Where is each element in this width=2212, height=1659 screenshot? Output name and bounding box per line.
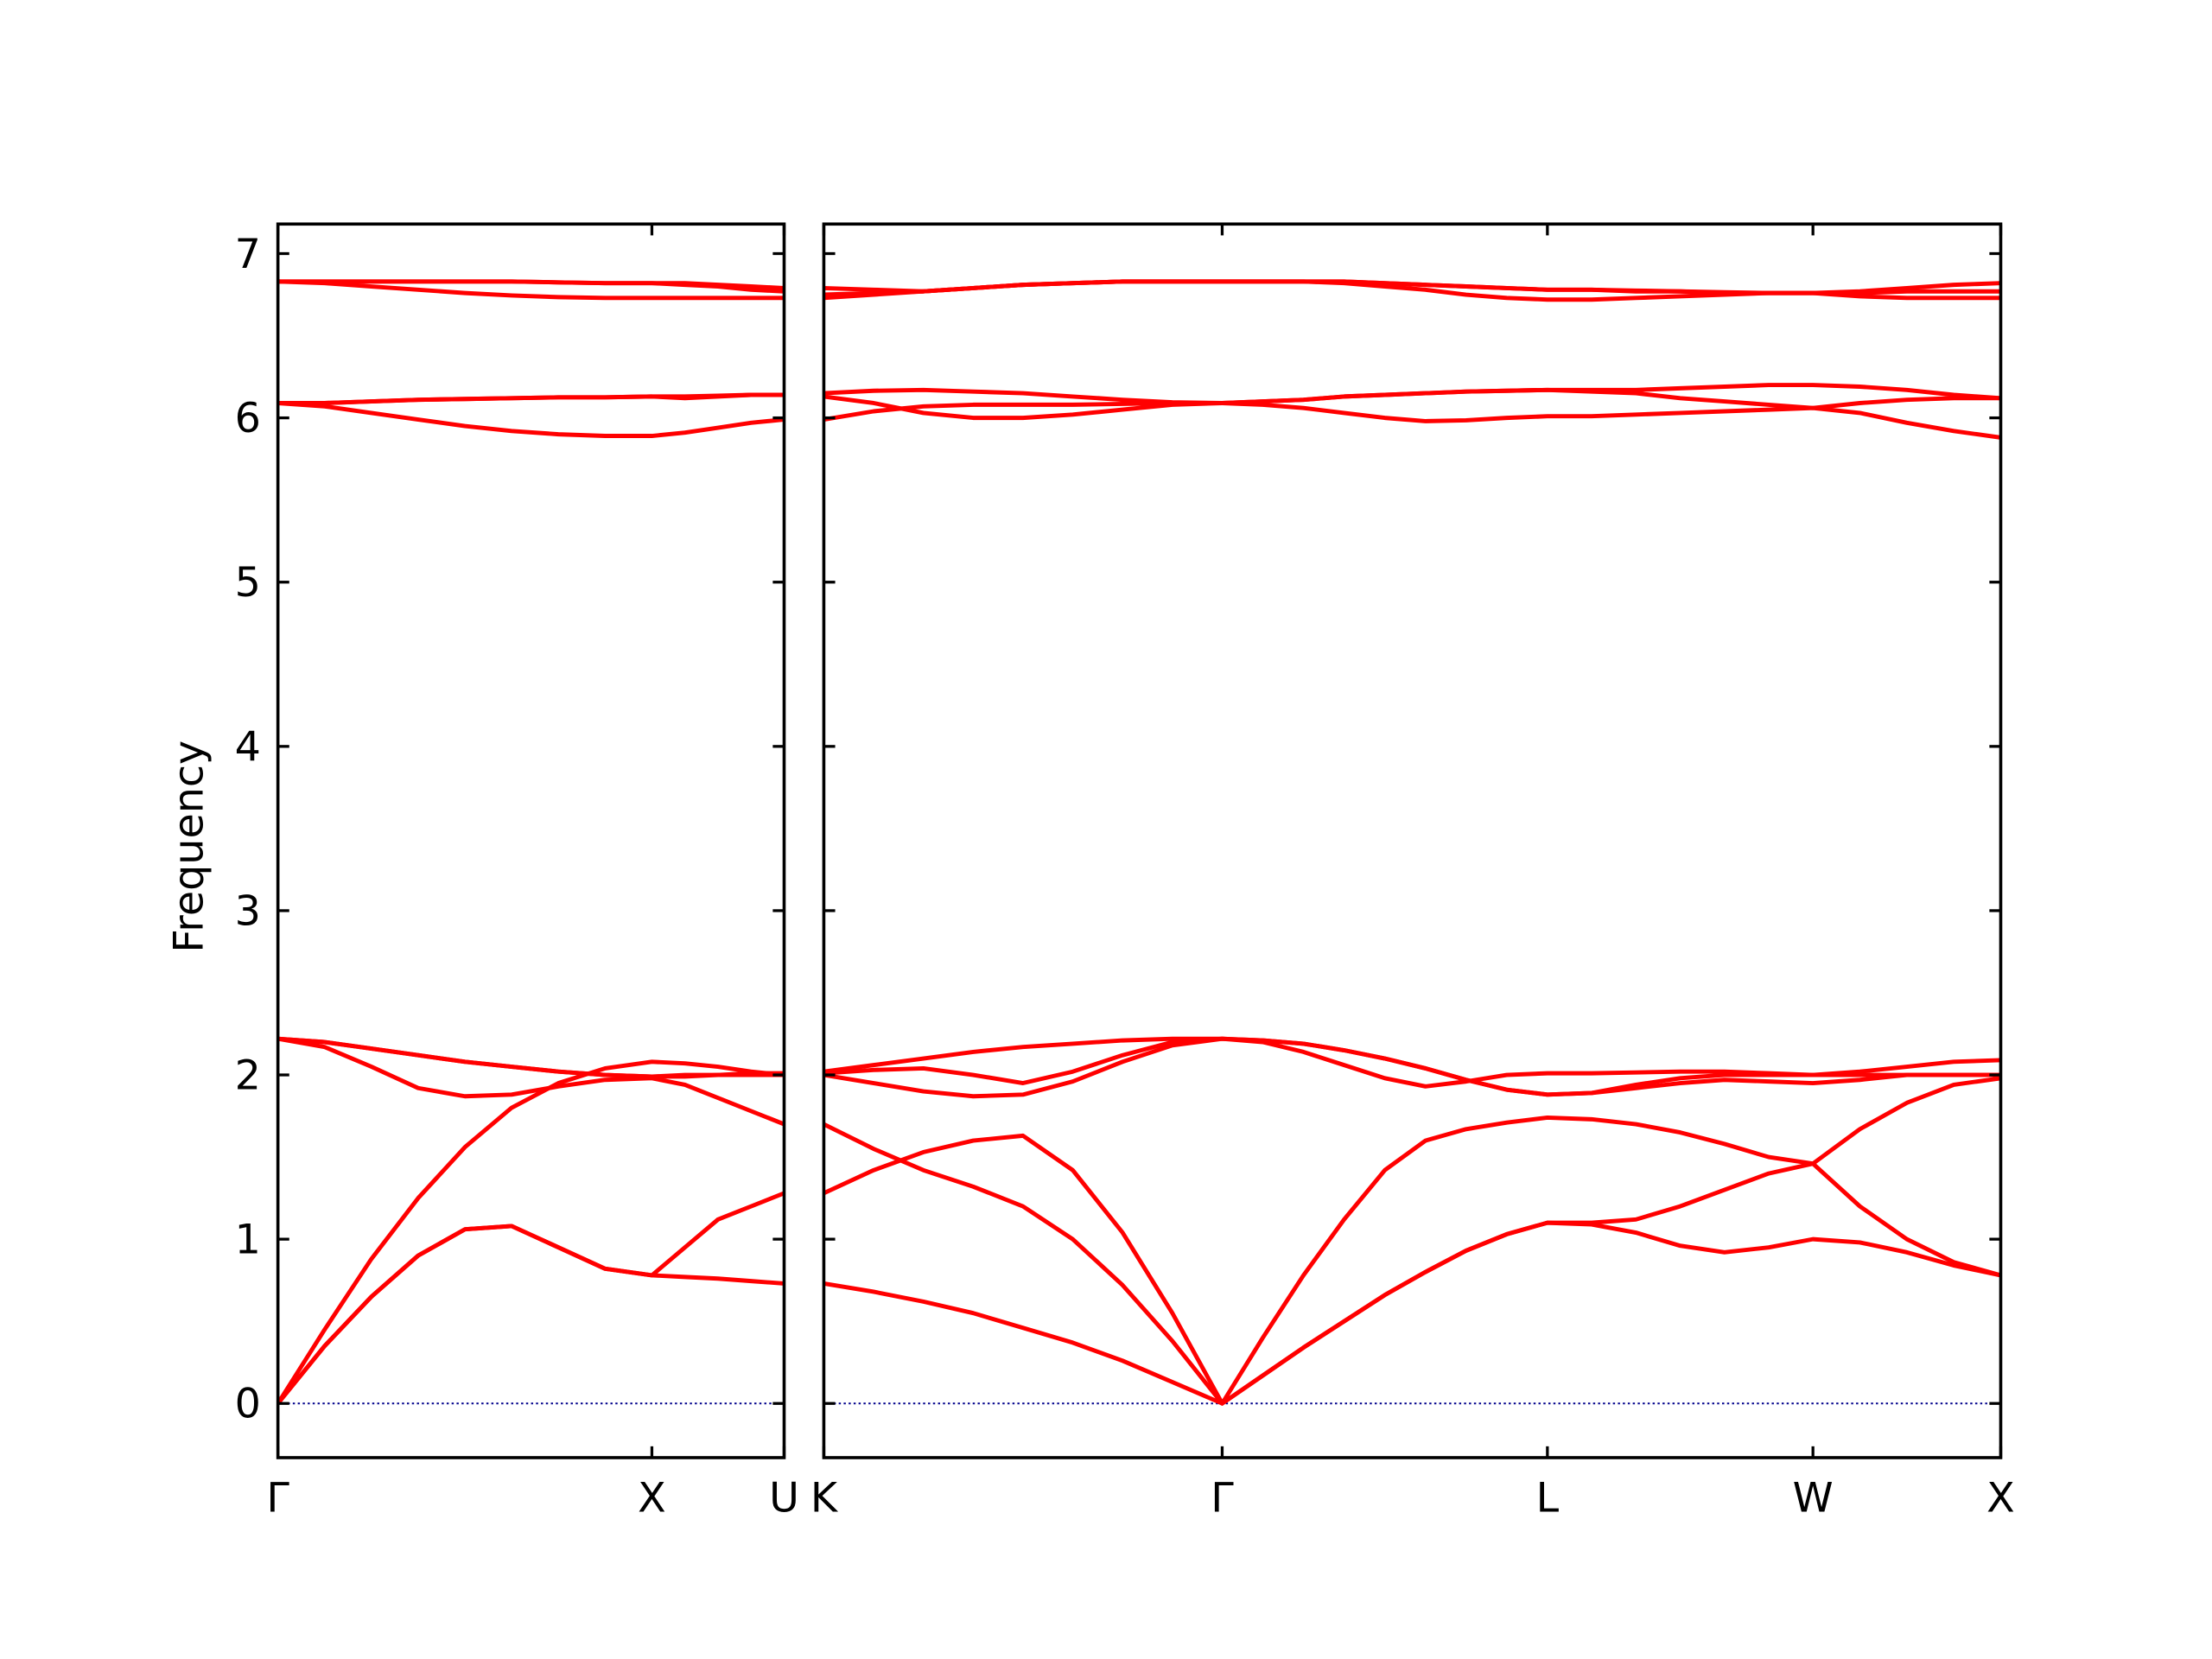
y-tick-label: 5 [235,559,261,607]
y-tick-label: 0 [235,1381,261,1428]
band-line [823,1036,2001,1097]
band-line [823,1076,2001,1406]
y-tick-label: 2 [235,1052,261,1099]
x-tick-label: X [638,1474,666,1522]
x-tick-label: W [1793,1474,1834,1522]
y-axis-label: Frequency [166,741,213,953]
y-tick-label: 4 [235,723,261,771]
band-line [277,401,785,438]
band-line [823,279,2001,296]
y-tick-label: 6 [235,395,261,442]
band-line [823,1220,2001,1406]
y-tick-label: 1 [235,1217,261,1264]
x-tick-label: U [769,1474,799,1522]
plot-frame [276,222,786,1459]
x-tick-label: K [810,1474,839,1522]
band-line [277,1059,785,1405]
band-line [277,279,785,301]
x-tick-label: Γ [266,1474,289,1522]
plot-frame [822,222,2003,1459]
plot-area [277,279,785,1405]
band-line [277,279,785,290]
x-tick-label: X [1986,1474,2015,1522]
y-tick-label: 7 [235,231,261,278]
band-line [823,1115,2001,1406]
x-tick-label: L [1536,1474,1560,1522]
y-tick-label: 3 [235,887,261,935]
band-line [277,1191,785,1405]
band-line [277,1036,785,1127]
x-tick-label: Γ [1211,1474,1234,1522]
band-line [277,1036,785,1079]
plot-area [823,279,2001,1406]
band-line [277,392,785,405]
band-line [823,383,2001,405]
